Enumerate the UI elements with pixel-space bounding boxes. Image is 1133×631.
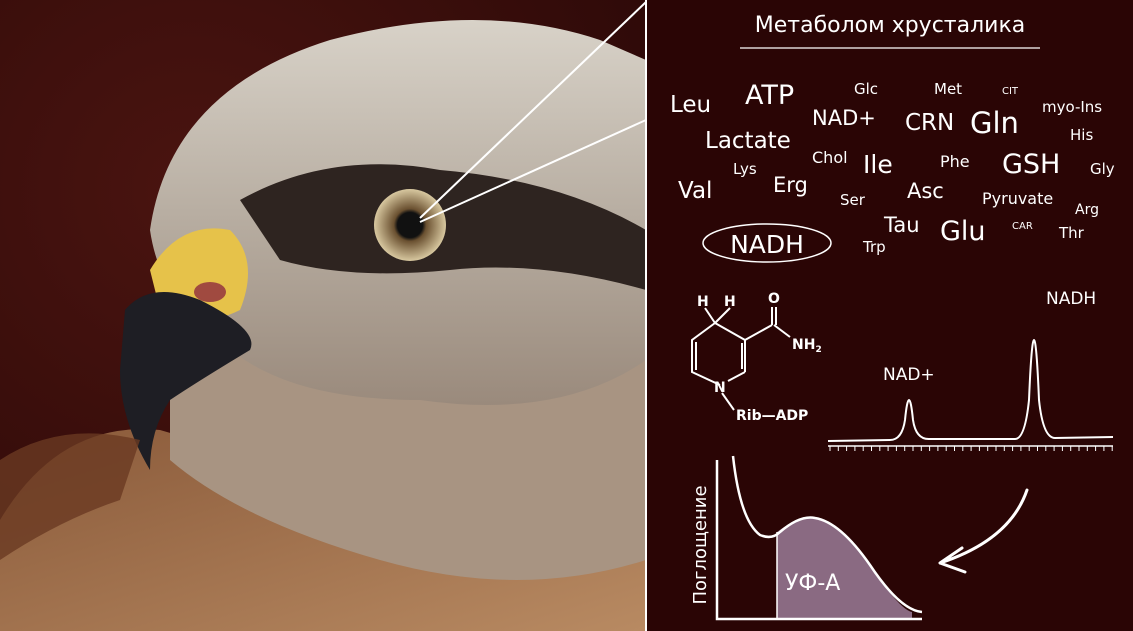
metabolite-word: CRN — [905, 110, 954, 136]
metabolite-word: ATP — [745, 80, 794, 111]
atom-o: O — [768, 291, 780, 307]
panel-title: Метаболом хрусталика — [755, 13, 1025, 38]
metabolite-word: Glc — [854, 80, 878, 98]
metabolite-word: NAD+ — [812, 106, 876, 130]
eagle-eye — [374, 189, 446, 261]
nmr-spectrum: NAD+ NADH — [827, 289, 1114, 451]
absorbance-plot: Поглощение УФ-А — [690, 455, 923, 621]
callout-line-top — [419, 1, 647, 219]
peak-label-nadh: NADH — [1046, 289, 1096, 309]
highlight-ellipse — [702, 223, 832, 263]
metabolite-word: Gly — [1090, 160, 1115, 178]
metabolite-word: Glu — [940, 216, 986, 247]
metabolite-word: Pyruvate — [982, 189, 1053, 208]
metabolite-word: Chol — [812, 148, 848, 167]
atom-h: H — [697, 294, 709, 310]
atom-nh2: NH2 — [792, 337, 822, 355]
metabolite-word: myo-Ins — [1042, 98, 1102, 116]
metabolite-word: Tau — [883, 213, 920, 237]
atom-h: H — [724, 294, 736, 310]
eagle-beak — [120, 292, 252, 470]
absorbance-axes — [715, 460, 922, 621]
highlighted-metabolite: NADH — [730, 230, 804, 259]
metabolite-word: GSH — [1002, 149, 1060, 180]
metabolite-word: Met — [934, 80, 962, 98]
nadh-structure — [691, 307, 791, 411]
peak-label-nad: NAD+ — [883, 365, 935, 385]
y-axis-label: Поглощение — [690, 485, 711, 604]
callout-line-bottom — [419, 119, 647, 223]
metabolite-word: Thr — [1058, 224, 1085, 242]
metabolite-word: CAR — [1012, 221, 1033, 232]
metabolite-word: Ser — [840, 191, 866, 209]
metabolite-word: Leu — [670, 92, 711, 118]
metabolite-word: Gln — [970, 106, 1019, 140]
absorbance-curve — [731, 455, 923, 614]
curved-arrow — [938, 488, 1029, 574]
metabolite-word: Asc — [907, 179, 944, 203]
metabolite-word: Ile — [863, 150, 893, 179]
metabolite-word: Val — [678, 178, 712, 204]
metabolite-word: Phe — [940, 152, 970, 171]
spectrum-trace — [827, 339, 1114, 442]
metabolite-word: Lactate — [705, 128, 791, 154]
uva-region — [777, 517, 912, 619]
metabolite-word: Erg — [773, 173, 808, 197]
metabolite-word-cloud: Leu ATP Glc Met CIT myo-Ins NAD+ CRN Gln… — [670, 80, 1115, 263]
metabolite-word: Arg — [1075, 202, 1099, 218]
atom-n: N — [714, 380, 726, 396]
metabolite-word: His — [1070, 126, 1093, 144]
metabolite-word: Trp — [862, 238, 886, 256]
metabolite-word: CIT — [1002, 86, 1019, 97]
metabolite-word: Lys — [733, 160, 757, 178]
uva-label: УФ-А — [785, 571, 840, 596]
substituent-label: Rib—ADP — [736, 408, 808, 424]
